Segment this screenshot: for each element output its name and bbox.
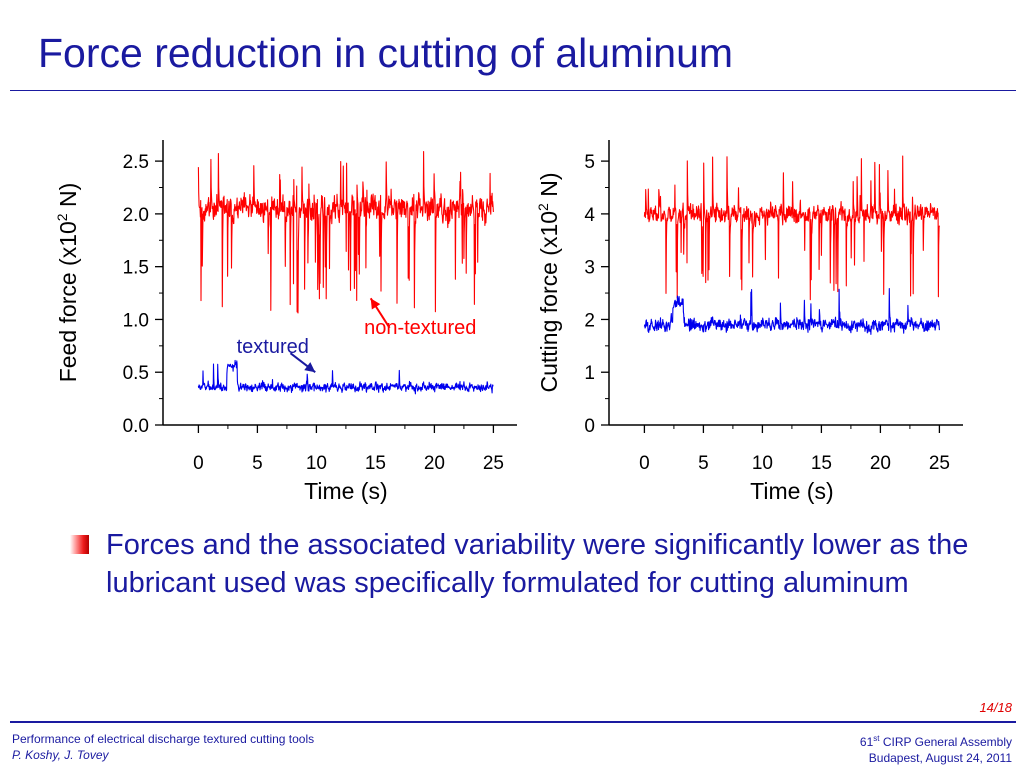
chart1-x-tick-label: 20 bbox=[424, 453, 445, 474]
footer-right: 61st CIRP General Assembly Budapest, Aug… bbox=[860, 731, 1012, 766]
chart2-x-axis-label: Time (s) bbox=[750, 478, 833, 504]
bullet-text: Forces and the associated variability we… bbox=[106, 529, 969, 599]
chart1-x-tick-label: 15 bbox=[365, 453, 386, 474]
chart2-y-tick-label: 1 bbox=[584, 363, 595, 384]
chart1-series-textured bbox=[197, 359, 494, 395]
chart2-x-tick-label: 10 bbox=[752, 453, 773, 474]
chart2-y-tick-label: 5 bbox=[584, 152, 595, 173]
title-divider bbox=[10, 90, 1016, 91]
chart2-x-tick-label: 25 bbox=[929, 453, 950, 474]
chart1-annotation-arrowhead bbox=[370, 298, 381, 310]
chart1-y-tick-label: 2.0 bbox=[123, 205, 149, 226]
footer-venue-date: Budapest, August 24, 2011 bbox=[868, 751, 1012, 765]
chart1-annotation-non-textured: non-textured bbox=[364, 317, 476, 339]
chart1-y-tick-label: 0.0 bbox=[123, 416, 149, 437]
chart2-y-tick-label: 3 bbox=[584, 258, 595, 279]
chart1-x-tick-label: 25 bbox=[483, 453, 504, 474]
page-number: 14/18 bbox=[979, 700, 1012, 715]
chart2-x-tick-label: 5 bbox=[698, 453, 709, 474]
chart1-x-tick-label: 0 bbox=[193, 453, 204, 474]
footer-event-ordinal: 61 bbox=[859, 735, 874, 749]
footer-presentation-title: Performance of electrical discharge text… bbox=[12, 732, 315, 746]
slide-title: Force reduction in cutting of aluminum bbox=[38, 30, 734, 76]
chart2-y-axis-label: Cutting force (x102 N) bbox=[535, 173, 562, 393]
chart1-annotation-textured: textured bbox=[237, 336, 309, 358]
chart1-x-tick-label: 10 bbox=[306, 453, 327, 474]
chart1-y-tick-label: 0.5 bbox=[123, 363, 149, 384]
footer-left: Performance of electrical discharge text… bbox=[12, 731, 314, 763]
chart1-y-tick-label: 2.5 bbox=[123, 152, 149, 173]
chart1-x-tick-label: 5 bbox=[252, 453, 263, 474]
bullet-square-icon bbox=[70, 535, 89, 554]
chart2-series-textured bbox=[643, 288, 940, 335]
chart2-y-tick-label: 0 bbox=[584, 416, 595, 437]
footer-event-name: CIRP General Assembly bbox=[879, 735, 1012, 749]
chart1-y-axis-label: Feed force (x102 N) bbox=[54, 183, 81, 383]
footer-event: 61st CIRP General Assembly bbox=[860, 731, 1012, 750]
footer-divider bbox=[10, 721, 1016, 723]
chart1-annotation-arrowhead bbox=[304, 362, 316, 373]
chart2-x-tick-label: 15 bbox=[811, 453, 832, 474]
footer-authors: P. Koshy, J. Tovey bbox=[12, 748, 109, 762]
chart2-x-tick-label: 0 bbox=[639, 453, 650, 474]
chart2-x-tick-label: 20 bbox=[870, 453, 891, 474]
chart2-series-non-textured bbox=[643, 155, 940, 301]
footer-event-ordinal-suffix: st bbox=[873, 734, 880, 743]
chart1-y-tick-label: 1.0 bbox=[123, 310, 149, 331]
chart2-y-tick-label: 2 bbox=[584, 310, 595, 331]
chart2-y-tick-label: 4 bbox=[584, 205, 595, 226]
chart1-series-non-textured bbox=[197, 151, 494, 314]
chart1-y-tick-label: 1.5 bbox=[123, 258, 149, 279]
chart1-x-axis-label: Time (s) bbox=[304, 478, 387, 504]
